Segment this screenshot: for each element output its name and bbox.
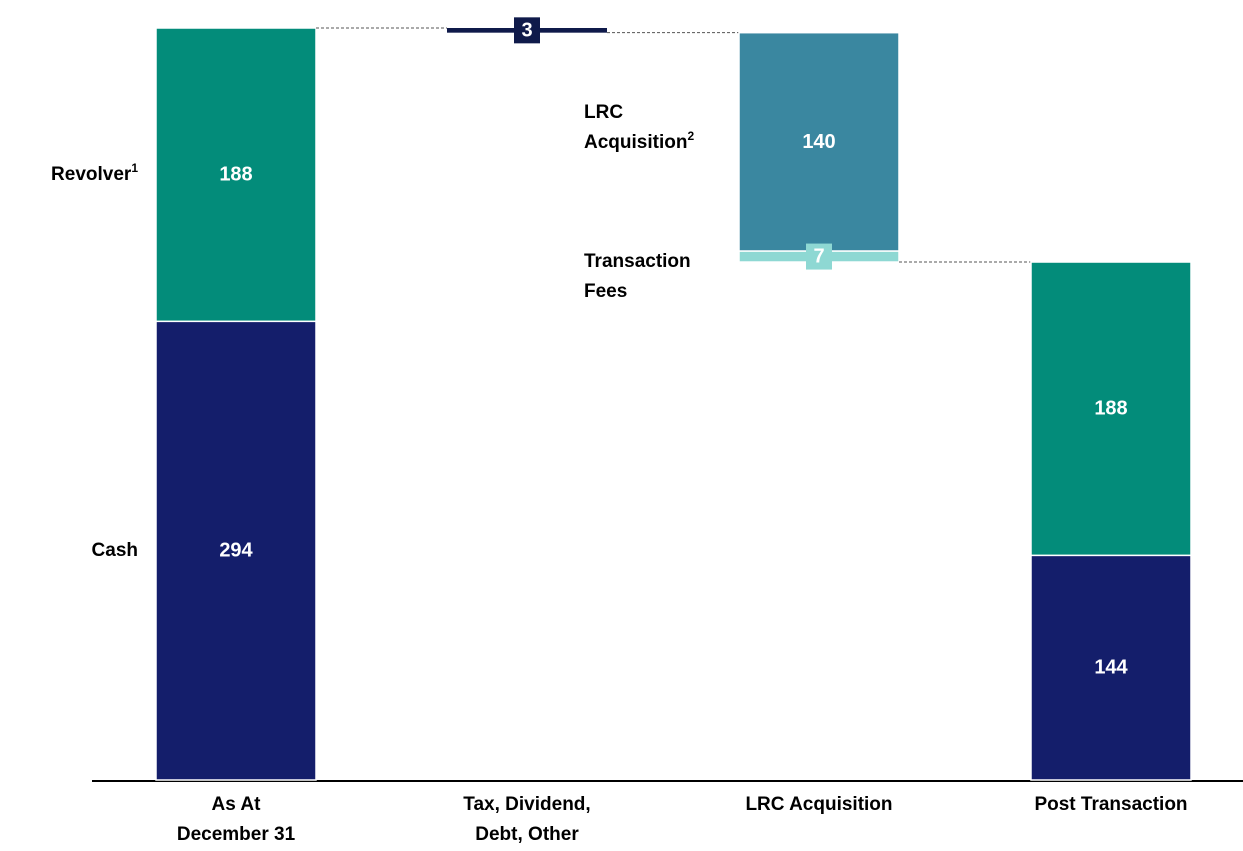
series-label-text: Revolver xyxy=(51,163,132,185)
value-label: 7 xyxy=(813,246,824,268)
value-label: 188 xyxy=(219,164,252,186)
x-tick-label: As At December 31 xyxy=(116,790,356,850)
x-tick-label-text: Post Transaction xyxy=(1034,794,1188,815)
step-label-text: Transaction Fees xyxy=(584,250,691,302)
x-tick-label-text: Tax, Dividend, Debt, Other xyxy=(463,794,591,845)
footnote: 2 xyxy=(687,128,695,143)
series-label-text: Cash xyxy=(91,539,138,561)
x-tick-label: LRC Acquisition xyxy=(699,790,939,820)
value-label: 294 xyxy=(219,540,253,562)
footnote: 1 xyxy=(131,160,138,175)
bar-segment xyxy=(155,320,317,781)
x-tick-label: Post Transaction xyxy=(991,790,1231,820)
value-label-box xyxy=(514,17,540,44)
value-label: 188 xyxy=(1094,398,1127,420)
x-tick-label-text: As At December 31 xyxy=(176,794,296,845)
value-label: 3 xyxy=(521,19,532,41)
step-bar xyxy=(738,31,900,252)
step-label: LRC Acquisition2 xyxy=(584,98,694,159)
series-label: Cash xyxy=(92,536,138,566)
series-label: Revolver1 xyxy=(51,160,138,191)
step-label: Transaction Fees xyxy=(584,247,691,307)
value-label: 140 xyxy=(802,131,835,153)
step-label-text: LRC Acquisition xyxy=(584,101,688,153)
bar-segment xyxy=(1030,261,1192,557)
value-label-box xyxy=(806,243,832,270)
x-tick-label: Tax, Dividend, Debt, Other xyxy=(407,790,647,850)
x-tick-label-text: LRC Acquisition xyxy=(745,794,893,815)
bar-segment xyxy=(1030,554,1192,781)
bar-segment xyxy=(155,27,317,323)
value-label: 144 xyxy=(1094,657,1128,679)
